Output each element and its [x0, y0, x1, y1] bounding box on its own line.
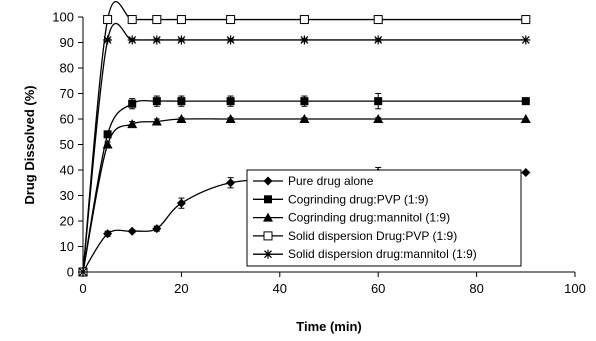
- ticks: 0 10 20 30 40 50 60 70 80 90 100 0 20 40 60 80 100: [52, 10, 586, 297]
- data-point-star: [176, 35, 186, 45]
- y-tick-label: 100: [52, 10, 74, 25]
- y-tick-label: 80: [60, 61, 74, 76]
- x-axis-title: Time (min): [296, 319, 362, 334]
- data-point-triangle: [520, 114, 531, 123]
- data-point-star: [373, 35, 383, 45]
- x-tick-label: 60: [371, 281, 385, 296]
- legend-label: Solid dispersion drug:mannitol (1:9): [288, 247, 477, 261]
- legend-entry: Cogrinding drug:PVP (1:9): [253, 192, 429, 206]
- data-point-triangle: [373, 114, 384, 123]
- x-tick-label: 100: [564, 281, 586, 296]
- data-point-triangle: [263, 212, 273, 222]
- legend-box: [246, 169, 522, 267]
- data-point-square: [128, 99, 137, 108]
- legend-entry: Solid dispersion drug:mannitol (1:9): [253, 247, 477, 261]
- data-point-diamond: [127, 226, 137, 236]
- legend-label: Solid dispersion Drug:PVP (1:9): [288, 229, 457, 243]
- data-point-open-square: [263, 231, 273, 241]
- y-tick-label: 20: [60, 214, 74, 229]
- x-tick-label: 40: [273, 281, 287, 296]
- data-point-triangle: [127, 119, 138, 129]
- data-point-diamond: [152, 224, 162, 234]
- data-point-triangle: [151, 116, 162, 126]
- y-tick-label: 0: [67, 265, 74, 280]
- data-point-star: [226, 35, 236, 45]
- legend-label: Cogrinding drug:PVP (1:9): [288, 192, 429, 206]
- legend-entry: Solid dispersion Drug:PVP (1:9): [253, 229, 457, 243]
- data-point-triangle: [102, 139, 113, 149]
- data-point-triangle: [225, 114, 236, 123]
- data-point-diamond: [226, 178, 236, 188]
- data-point-star: [299, 35, 309, 45]
- data-point-open-square: [226, 15, 236, 25]
- data-point-square: [374, 97, 383, 106]
- y-tick-label: 30: [60, 188, 74, 203]
- data-point-star: [521, 35, 531, 45]
- data-point-diamond: [521, 168, 531, 178]
- data-point-open-square: [103, 15, 113, 25]
- x-tick-label: 80: [469, 281, 483, 296]
- legend-label: Cogrinding drug:mannitol (1:9): [288, 211, 450, 225]
- data-point-open-square: [373, 15, 383, 25]
- data-point-square: [300, 97, 309, 106]
- y-tick-label: 10: [60, 239, 74, 254]
- legend-entry: Cogrinding drug:mannitol (1:9): [253, 211, 450, 225]
- series-layer: [78, 1, 531, 277]
- data-point-square: [226, 97, 235, 106]
- y-tick-label: 60: [60, 112, 74, 127]
- y-tick-label: 40: [60, 163, 74, 178]
- y-tick-label: 90: [60, 35, 74, 50]
- data-point-open-square: [299, 15, 309, 25]
- data-point-star: [263, 249, 273, 259]
- x-tick-label: 20: [174, 281, 188, 296]
- data-point-square: [264, 195, 272, 204]
- data-point-square: [103, 130, 112, 139]
- data-point-diamond: [176, 198, 186, 208]
- data-point-diamond: [103, 229, 113, 239]
- y-tick-label: 70: [60, 86, 74, 101]
- legend: Pure drug alone Cogrinding drug:PVP (1:9)…: [246, 169, 522, 267]
- data-point-star: [152, 35, 162, 45]
- y-tick-label: 50: [60, 137, 74, 152]
- data-point-square: [177, 97, 186, 106]
- data-point-triangle: [299, 114, 310, 123]
- series-5: [78, 22, 531, 277]
- data-point-star: [127, 35, 137, 45]
- data-point-open-square: [521, 15, 531, 25]
- data-point-diamond: [263, 176, 273, 186]
- data-point-square: [521, 97, 530, 106]
- x-tick-label: 0: [79, 281, 86, 296]
- data-point-open-square: [127, 15, 137, 25]
- series-2: [79, 93, 530, 276]
- legend-entry: Pure drug alone: [253, 174, 374, 188]
- y-axis-title: Drug Dissolved (%): [22, 85, 37, 204]
- data-point-star: [103, 35, 113, 45]
- data-point-open-square: [152, 15, 162, 25]
- data-point-open-square: [176, 15, 186, 25]
- data-point-square: [152, 97, 161, 106]
- data-point-triangle: [176, 114, 187, 123]
- legend-label: Pure drug alone: [288, 174, 374, 188]
